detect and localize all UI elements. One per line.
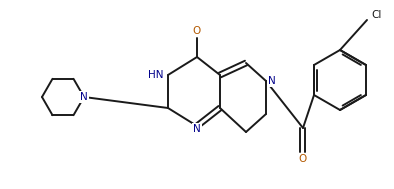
Text: N: N: [193, 124, 201, 134]
Text: O: O: [193, 26, 201, 36]
Text: N: N: [80, 92, 88, 102]
Text: N: N: [268, 76, 276, 86]
Text: O: O: [299, 154, 307, 164]
Text: Cl: Cl: [371, 10, 381, 20]
Text: HN: HN: [149, 70, 164, 80]
